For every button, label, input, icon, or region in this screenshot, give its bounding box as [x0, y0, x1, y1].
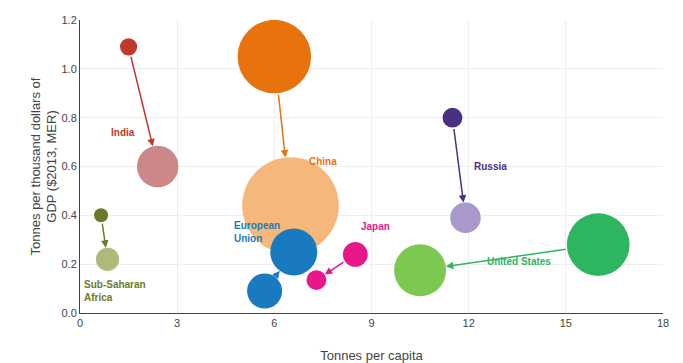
svg-text:India: India [111, 127, 135, 138]
svg-text:Japan: Japan [361, 221, 390, 232]
svg-text:China: China [309, 156, 337, 167]
svg-text:United States: United States [487, 256, 551, 267]
svg-text:6: 6 [271, 317, 277, 329]
svg-text:15: 15 [560, 317, 572, 329]
svg-text:0.6: 0.6 [62, 160, 77, 172]
svg-text:0.8: 0.8 [62, 112, 77, 124]
svg-text:0.0: 0.0 [62, 307, 77, 319]
svg-text:Tonnes per thousand dollars of: Tonnes per thousand dollars ofGDP ($2013… [28, 77, 60, 255]
svg-text:Russia: Russia [474, 161, 507, 172]
svg-text:Tonnes per capita: Tonnes per capita [320, 348, 423, 363]
svg-text:18: 18 [657, 317, 669, 329]
svg-text:12: 12 [463, 317, 475, 329]
svg-text:0: 0 [77, 317, 83, 329]
svg-text:3: 3 [174, 317, 180, 329]
svg-text:1.2: 1.2 [62, 14, 77, 26]
svg-text:0.4: 0.4 [62, 209, 77, 221]
svg-text:1.0: 1.0 [62, 63, 77, 75]
svg-text:EuropeanUnion: EuropeanUnion [234, 220, 280, 244]
svg-text:0.2: 0.2 [62, 258, 77, 270]
svg-text:Sub-SaharanAfrica: Sub-SaharanAfrica [84, 279, 146, 303]
svg-text:9: 9 [368, 317, 374, 329]
